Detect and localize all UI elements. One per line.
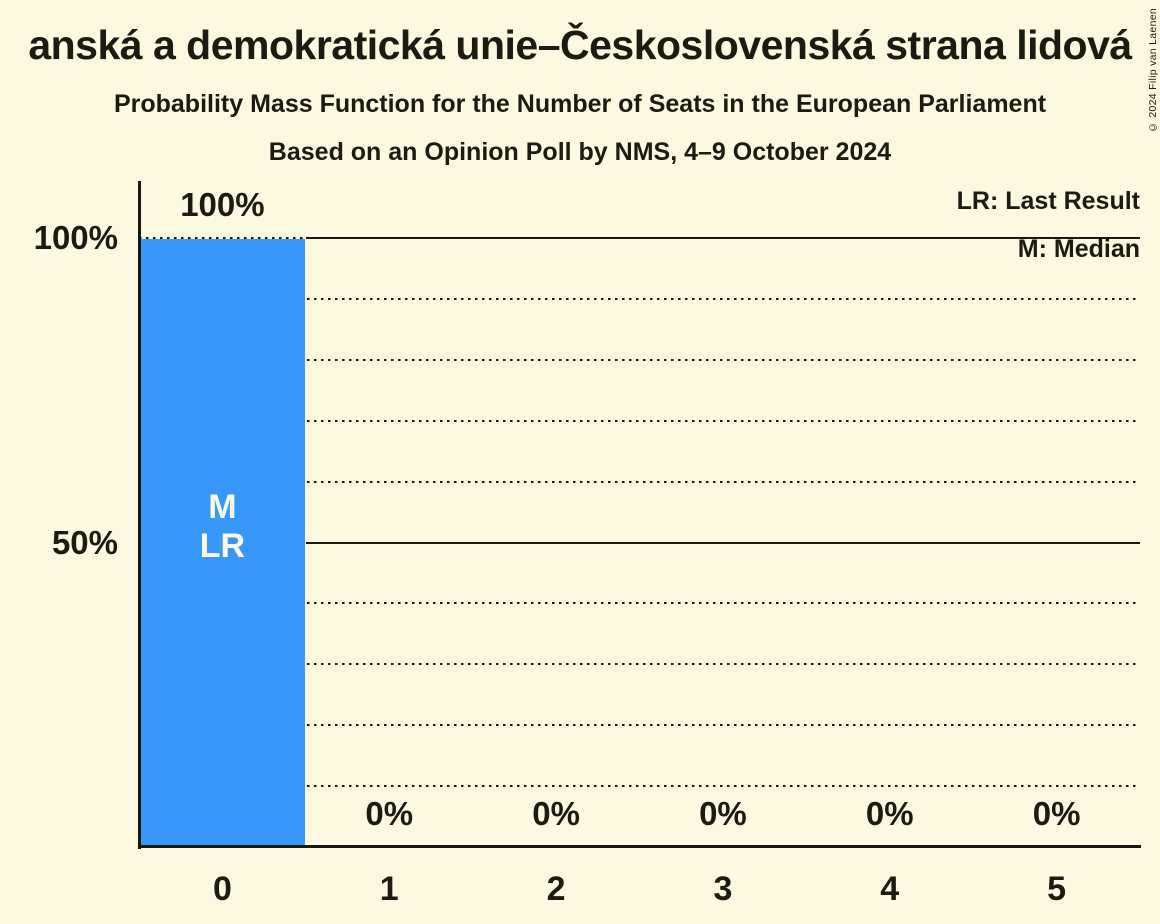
chart-poll-source-line: Based on an Opinion Poll by NMS, 4–9 Oct…	[268, 138, 892, 166]
bar-annotation-median-lastresult: M LR	[139, 488, 306, 566]
gridline-dotted-20pct	[139, 724, 1140, 727]
bar-value-label-5: 0%	[1032, 795, 1081, 832]
x-axis-label-0: 0	[212, 870, 232, 908]
legend-entry-last-result: LR: Last Result	[956, 187, 1140, 215]
gridline-solid-100pct	[306, 237, 1140, 239]
gridline-dotted-70pct	[139, 419, 1140, 422]
bar-value-label-0: 100%	[180, 186, 265, 223]
bar-seats-0	[140, 239, 305, 848]
gridline-dotted-80pct	[139, 358, 1140, 361]
x-axis-label-2: 2	[546, 870, 566, 908]
x-axis-line	[138, 845, 1141, 848]
bar-annotation-line: M	[208, 488, 237, 526]
chart-title: anská a demokratická unie–Československá…	[28, 22, 1132, 68]
gridline-solid-50pct	[306, 541, 1140, 544]
bar-value-label-2: 0%	[532, 795, 580, 832]
y-axis-tick-label-50: 50%	[51, 524, 118, 561]
gridline-dotted-10pct	[139, 785, 1140, 788]
y-axis-line	[138, 181, 141, 849]
y-axis-tick-label-100: 100%	[33, 219, 118, 256]
legend-entry-median: M: Median	[1017, 235, 1140, 263]
x-axis-label-4: 4	[880, 870, 900, 908]
chart-subtitle: Probability Mass Function for the Number…	[113, 90, 1047, 118]
gridline-dotted-30pct	[139, 663, 1140, 666]
bar-value-label-1: 0%	[365, 795, 414, 832]
x-axis-label-5: 5	[1047, 870, 1067, 908]
x-axis-label-1: 1	[379, 870, 399, 908]
gridline-dotted-40pct	[139, 602, 1140, 605]
gridline-dotted-90pct	[139, 297, 1140, 300]
x-axis-label-3: 3	[713, 870, 733, 908]
bar-value-label-4: 0%	[865, 795, 914, 832]
gridline-dotted-60pct	[139, 480, 1140, 483]
bar-value-label-3: 0%	[699, 795, 747, 832]
bar-annotation-line: LR	[199, 527, 246, 565]
